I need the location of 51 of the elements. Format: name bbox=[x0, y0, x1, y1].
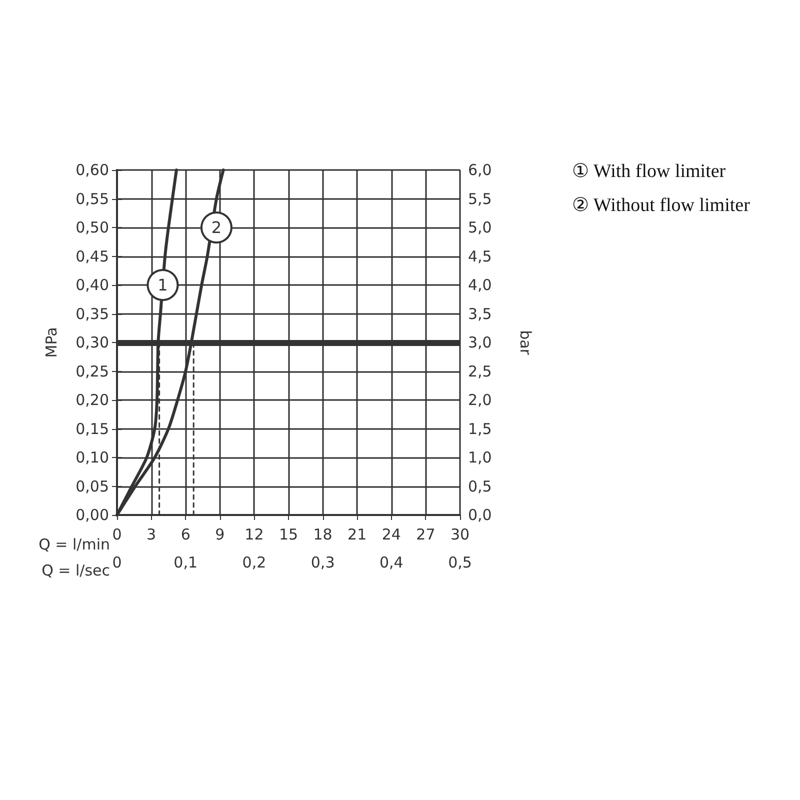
y2-tick-label: 0,0 bbox=[468, 506, 492, 524]
x-tick-label: 24 bbox=[382, 526, 401, 544]
y-tick-label: 0,60 bbox=[76, 161, 109, 179]
x-tick-label: 27 bbox=[416, 526, 436, 544]
x2-tick-label: 0 bbox=[112, 554, 122, 572]
x-tick-label: 18 bbox=[313, 526, 332, 544]
y-tick-label: 0,00 bbox=[76, 506, 109, 524]
y2-tick-label: 4,0 bbox=[468, 276, 492, 294]
x2-axis-title: Q = l/sec bbox=[42, 562, 110, 580]
y2-tick-label: 2,5 bbox=[468, 362, 492, 380]
x-tick-label: 21 bbox=[348, 526, 367, 544]
x-tick-label: 0 bbox=[112, 526, 122, 544]
x2-tick-label: 0,2 bbox=[242, 554, 266, 572]
y2-tick-label: 2,0 bbox=[468, 391, 492, 409]
y2-tick-label: 1,0 bbox=[468, 448, 492, 466]
x-tick-label: 12 bbox=[244, 526, 264, 544]
y-tick-label: 0,05 bbox=[76, 477, 109, 496]
y-tick-label: 0,50 bbox=[76, 218, 109, 236]
y-tick-label: 0,35 bbox=[76, 304, 109, 323]
x2-tick-label: 0,3 bbox=[310, 554, 335, 572]
x-tick-label: 6 bbox=[180, 526, 190, 544]
y-tick-label: 0,15 bbox=[76, 420, 109, 438]
x-tick-label: 30 bbox=[450, 526, 470, 544]
y-tick-label: 0,20 bbox=[76, 391, 109, 409]
y-tick-label: 0,10 bbox=[76, 448, 109, 466]
y-tick-label: 0,40 bbox=[76, 276, 109, 294]
x2-tick-label: 0,4 bbox=[379, 554, 404, 572]
y2-tick-label: 5,5 bbox=[468, 190, 492, 208]
y2-tick-label: 3,5 bbox=[468, 304, 492, 323]
y-tick-label: 0,45 bbox=[76, 247, 109, 266]
y2-tick-label: 5,0 bbox=[468, 218, 492, 236]
y-tick-label: 0,55 bbox=[76, 190, 109, 208]
y-tick-label: 0,30 bbox=[76, 334, 109, 352]
text: ① With flow limiter bbox=[572, 161, 726, 182]
y-tick-label: 0,25 bbox=[76, 362, 109, 380]
text: ② Without flow limiter bbox=[572, 195, 751, 216]
x2-tick-label: 0,1 bbox=[174, 554, 198, 572]
y2-tick-label: 0,5 bbox=[468, 477, 492, 496]
y2-tick-label: 4,5 bbox=[468, 247, 492, 266]
annotation: 2 bbox=[211, 218, 222, 237]
x-tick-label: 15 bbox=[278, 526, 298, 544]
y2-tick-label: 6,0 bbox=[468, 161, 492, 179]
x-axis-title: Q = l/min bbox=[38, 536, 110, 554]
x-tick-label: 9 bbox=[215, 526, 225, 544]
annotation: 1 bbox=[158, 276, 168, 294]
y-axis-title: MPa bbox=[42, 327, 60, 358]
y2-axis-title: bar bbox=[516, 330, 534, 356]
x-tick-label: 3 bbox=[146, 526, 156, 544]
y2-tick-label: 1,5 bbox=[468, 420, 492, 438]
x2-tick-label: 0,5 bbox=[448, 554, 472, 572]
y2-tick-label: 3,0 bbox=[468, 334, 492, 352]
